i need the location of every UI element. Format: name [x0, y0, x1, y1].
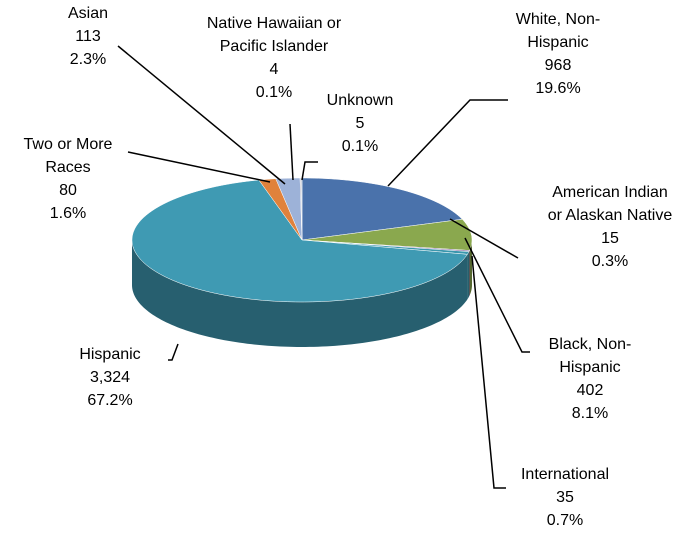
category-label: International [520, 466, 610, 483]
count-label: 15 [601, 230, 619, 247]
slice-side [468, 250, 470, 297]
percent-label: 19.6% [535, 80, 581, 97]
slice [300, 177, 303, 241]
leader-line [168, 343, 179, 361]
category-label: Asian [67, 5, 109, 22]
leader-line [464, 237, 530, 353]
count-label: 35 [556, 489, 574, 506]
data-label: Black, Non-Hispanic 402 8.1% [535, 333, 645, 425]
percent-label: 0.7% [546, 512, 584, 529]
data-label: Two or More Races 80 1.6% [3, 133, 133, 225]
data-label: Native Hawaiian or Pacific Islander 4 0.1% [184, 12, 364, 104]
percent-label: 2.3% [69, 51, 107, 68]
percent-label: 0.1% [255, 84, 293, 101]
percent-label: 8.1% [571, 405, 609, 422]
data-label: Unknown 5 0.1% [310, 89, 410, 158]
category-label: Two or More Races [23, 136, 113, 176]
data-label: Asian 113 2.3% [48, 2, 128, 71]
leader-line [127, 151, 271, 183]
percent-label: 0.1% [341, 138, 379, 155]
count-label: 4 [269, 61, 279, 78]
leader-line [117, 45, 286, 185]
category-label: Black, Non-Hispanic [548, 336, 632, 376]
count-label: 968 [544, 57, 572, 74]
leader-line [449, 218, 519, 259]
slice [301, 177, 463, 241]
leader-line [301, 161, 318, 181]
category-label: Native Hawaiian or Pacific Islander [206, 15, 342, 55]
slice [301, 218, 473, 251]
leader-line [289, 123, 294, 181]
category-label: Hispanic [79, 346, 141, 363]
slice-side [467, 251, 469, 300]
category-label: White, Non-Hispanic [515, 11, 601, 51]
slice [275, 177, 303, 241]
slice [131, 179, 468, 303]
count-label: 3,324 [89, 369, 131, 386]
category-label: American Indian or Alaskan Native [547, 184, 673, 224]
count-label: 80 [59, 182, 77, 199]
percent-label: 67.2% [87, 392, 133, 409]
data-label: Hispanic 3,324 67.2% [50, 343, 170, 412]
percent-label: 1.6% [49, 205, 87, 222]
count-label: 402 [576, 382, 604, 399]
count-label: 5 [355, 115, 365, 132]
leader-line [387, 99, 508, 187]
category-label: Unknown [326, 92, 394, 109]
data-label: White, Non-Hispanic 968 19.6% [503, 8, 613, 100]
count-label: 113 [75, 28, 101, 45]
data-label: International 35 0.7% [495, 463, 635, 532]
slice-side [132, 240, 468, 347]
slice-side [469, 240, 472, 296]
leader-line [471, 255, 506, 489]
data-label: American Indian or Alaskan Native 15 0.3% [544, 181, 676, 273]
percent-label: 0.3% [591, 253, 629, 270]
